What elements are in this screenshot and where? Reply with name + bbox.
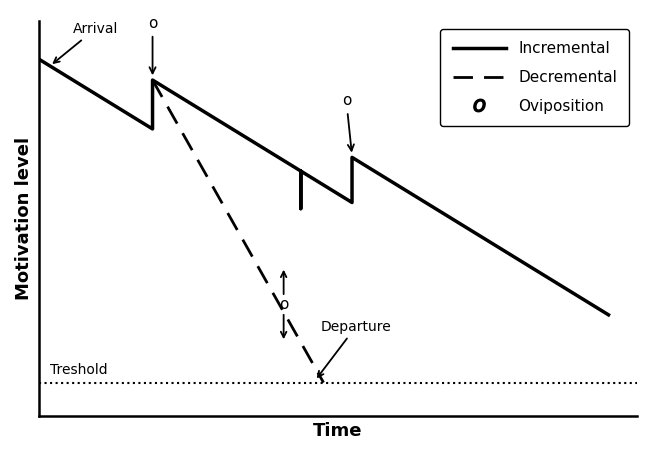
Text: o: o	[279, 297, 288, 312]
X-axis label: Time: Time	[313, 422, 363, 440]
Text: o: o	[148, 16, 157, 73]
Text: Treshold: Treshold	[50, 363, 108, 377]
Text: Departure: Departure	[318, 319, 391, 377]
Text: Departure: Departure	[0, 454, 1, 455]
Y-axis label: Motivation level: Motivation level	[15, 137, 33, 300]
Text: Arrival: Arrival	[53, 22, 118, 63]
Text: o: o	[342, 93, 354, 151]
Legend: Incremental, Decremental, Oviposition: Incremental, Decremental, Oviposition	[440, 29, 629, 126]
